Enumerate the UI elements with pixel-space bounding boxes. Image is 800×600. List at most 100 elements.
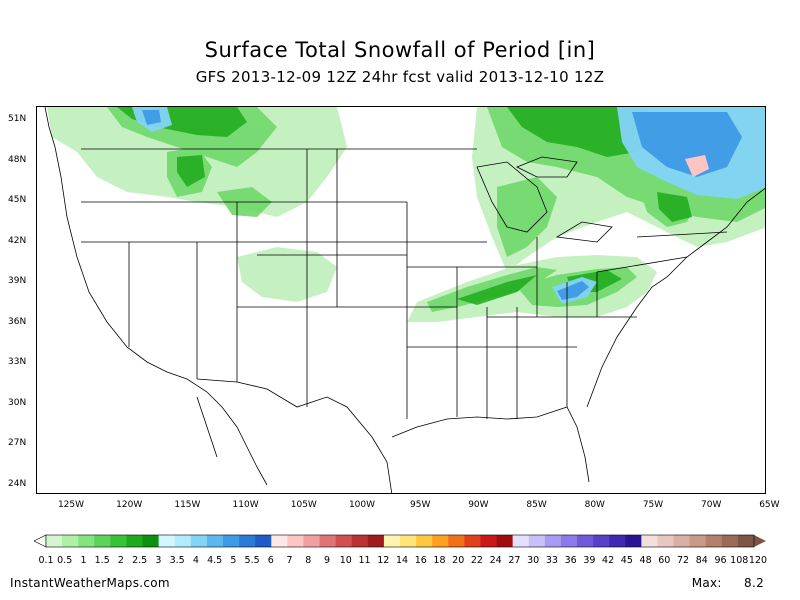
longitude-label: 100W [348, 500, 376, 510]
colorbar-swatch [657, 535, 674, 547]
longitude-label: 90W [468, 500, 489, 510]
colorbar-label: 60 [658, 555, 671, 566]
colorbar-swatch [512, 535, 530, 547]
colorbar-swatch [448, 535, 465, 547]
longitude-label: 65W [759, 500, 780, 510]
colorbar-label: 10 [339, 555, 352, 566]
colorbar-label: 0.5 [57, 555, 73, 566]
colorbar-swatch [190, 535, 208, 547]
colorbar-label: 120 [748, 555, 768, 566]
colorbar-label: 33 [545, 555, 558, 566]
colorbar-label: 12 [377, 555, 390, 566]
snowfall-map [44, 107, 765, 493]
colorbar-label: 8 [305, 555, 312, 566]
colorbar-swatch [560, 535, 578, 547]
colorbar-swatch [641, 535, 658, 547]
colorbar-swatch [577, 535, 594, 547]
latitude-label: 36N [8, 316, 27, 327]
snowfall-peak-pink [685, 155, 709, 177]
colorbar-label: 24 [489, 555, 502, 566]
colorbar-swatch [480, 535, 497, 547]
colorbar-swatch [142, 535, 159, 547]
longitude-label: 105W [290, 500, 317, 510]
colorbar-label: 3 [155, 555, 162, 566]
colorbar-label: 27 [508, 555, 521, 566]
colorbar-swatch [464, 535, 481, 547]
colorbar-label: 18 [433, 555, 446, 566]
latitude-label: 24N [8, 478, 27, 489]
colorbar [34, 534, 766, 548]
colorbar-swatch [528, 535, 546, 547]
snowfall-shading-deep-blue [142, 110, 742, 300]
colorbar-swatch [416, 535, 433, 547]
longitude-label: 110W [232, 500, 259, 510]
colorbar-label: 14 [395, 555, 409, 566]
colorbar-swatch [383, 535, 401, 547]
colorbar-label: 5.5 [244, 555, 260, 566]
latitude-label: 48N [8, 154, 27, 165]
colorbar-swatch [737, 535, 755, 547]
colorbar-label: 6 [267, 555, 274, 566]
latitude-label: 39N [8, 276, 27, 286]
colorbar-swatch [705, 535, 723, 547]
longitude-label: 115W [174, 500, 201, 510]
colorbar-label: 96 [714, 555, 727, 566]
colorbar-label: 7 [286, 555, 293, 566]
map-boundaries [44, 107, 765, 493]
colorbar-label: 4 [192, 555, 199, 566]
latitude-label: 51N [8, 114, 27, 124]
longitude-label: 120W [116, 500, 143, 510]
colorbar-swatch [239, 535, 256, 547]
colorbar-swatch [625, 535, 642, 547]
colorbar-label: 72 [677, 555, 690, 566]
colorbar-swatch [319, 535, 336, 547]
colorbar-swatch [544, 535, 562, 547]
colorbar-swatch [94, 535, 111, 547]
colorbar-swatch [174, 535, 192, 547]
colorbar-swatch [46, 535, 63, 547]
colorbar-swatch [158, 535, 176, 547]
colorbar-swatch [432, 535, 449, 547]
colorbar-swatch [126, 535, 143, 547]
latitude-label: 33N [8, 357, 27, 367]
colorbar-label: 36 [564, 555, 577, 566]
colorbar-swatch [62, 535, 79, 547]
latitude-label: 42N [8, 235, 27, 246]
colorbar-swatch [287, 535, 304, 547]
colorbar-labels: 0.1 0.5 1 1.5 2 2.5 3 3.5 4 4.5 5 5.5 6 7 8 9 10 11 12 14 16… [38, 555, 767, 567]
colorbar-label: 0.1 [38, 555, 54, 566]
colorbar-label: 11 [358, 555, 371, 566]
colorbar-swatch [721, 535, 739, 547]
longitude-label: 70W [701, 500, 722, 510]
colorbar-frame [45, 534, 755, 548]
colorbar-swatch [400, 535, 417, 547]
colorbar-label: 48 [639, 555, 652, 566]
longitude-label: 80W [584, 500, 605, 510]
colorbar-label: 39 [583, 555, 596, 566]
longitude-label: 85W [526, 500, 547, 510]
colorbar-label: 108 [730, 555, 749, 566]
colorbar-label: 2 [117, 555, 124, 566]
colorbar-swatch [271, 535, 288, 547]
longitude-label: 125W [57, 500, 85, 510]
colorbar-swatch [303, 535, 320, 547]
colorbar-swatch [335, 535, 353, 547]
colorbar-label: 45 [620, 555, 633, 566]
map-subtitle: GFS 2013-12-09 12Z 24hr fcst valid 2013-… [195, 68, 605, 86]
colorbar-label: 3.5 [169, 555, 185, 566]
colorbar-swatch [673, 535, 690, 547]
colorbar-label: 1.5 [94, 555, 110, 566]
colorbar-swatch [223, 535, 240, 547]
colorbar-swatch [609, 535, 626, 547]
max-value: 8.2 [744, 576, 764, 590]
colorbar-right-arrow [754, 535, 766, 547]
colorbar-swatch [110, 535, 127, 547]
colorbar-swatch [255, 535, 272, 547]
colorbar-swatch [206, 535, 224, 547]
max-label: Max: [691, 576, 722, 590]
colorbar-swatch [351, 535, 369, 547]
colorbar-swatch [593, 535, 610, 547]
colorbar-swatch [78, 535, 95, 547]
site-credit: InstantWeatherMaps.com [10, 576, 170, 590]
colorbar-label: 2.5 [132, 555, 148, 566]
